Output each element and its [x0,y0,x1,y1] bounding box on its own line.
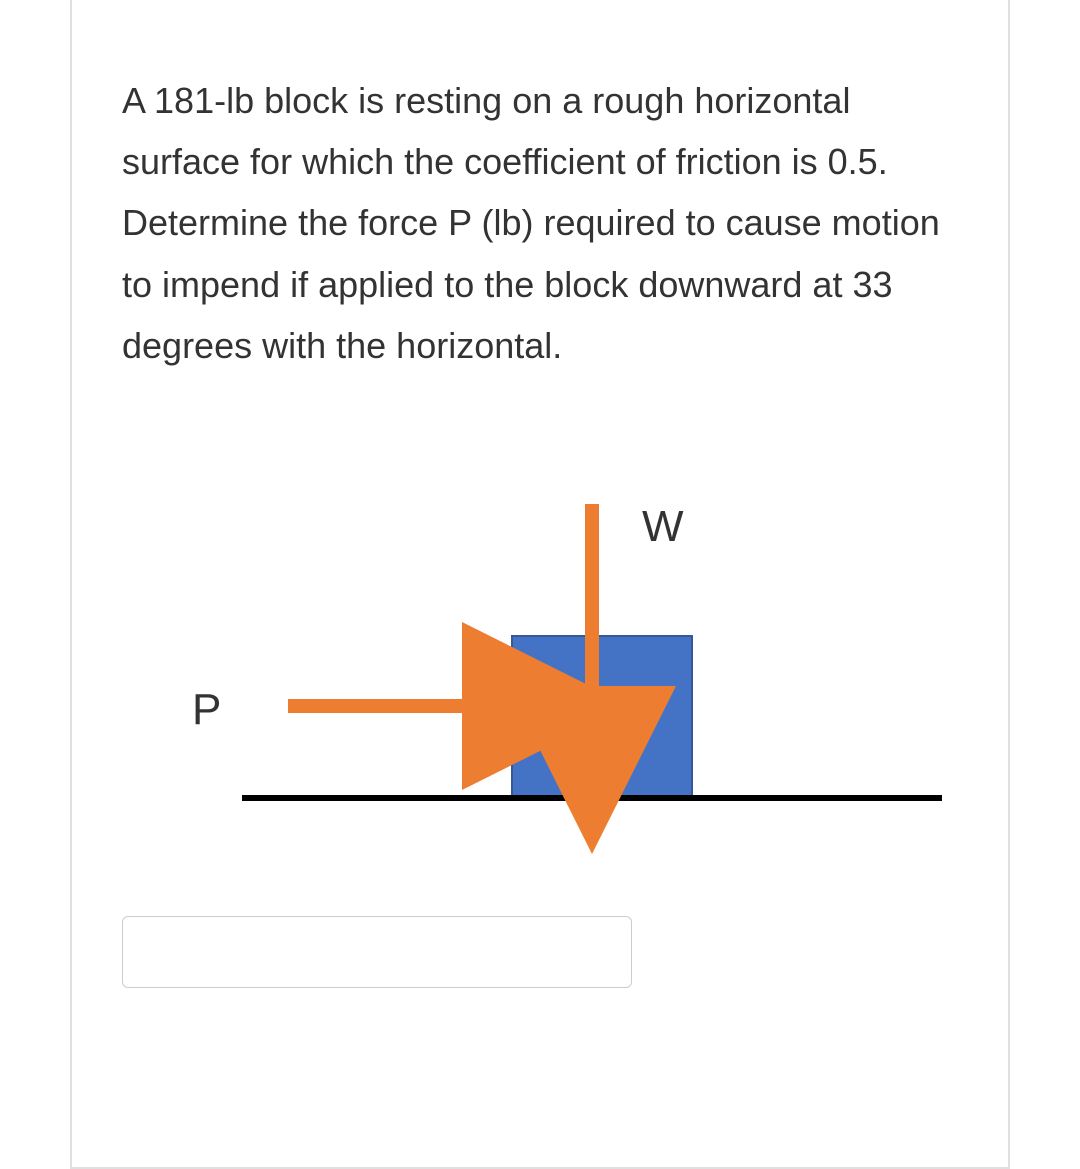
question-card: A 181-lb block is resting on a rough hor… [70,0,1010,1169]
label-p: P [192,685,221,734]
answer-input[interactable] [122,916,632,988]
label-w: W [642,502,684,551]
problem-statement: A 181-lb block is resting on a rough hor… [122,70,958,376]
force-diagram: P W [122,476,958,856]
block-shape [512,636,692,796]
